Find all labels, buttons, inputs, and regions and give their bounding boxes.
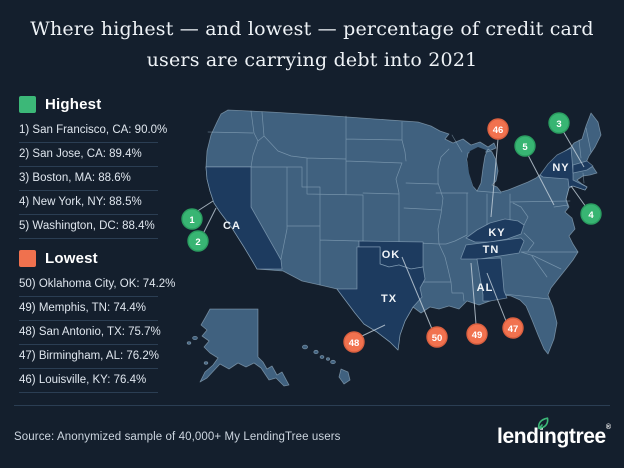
list-item: 3) Boston, MA: 88.6%: [19, 167, 158, 191]
map-marker-46: 46: [487, 118, 509, 218]
svg-text:46: 46: [493, 125, 504, 136]
us-map: CA OK TX AL TN KY NY 1 2 3: [150, 95, 624, 405]
map-marker-50: 50: [401, 256, 448, 348]
state-texas: [336, 246, 426, 351]
map-marker-5: 5: [514, 135, 555, 206]
map-marker-3: 3: [548, 112, 585, 168]
svg-text:47: 47: [508, 324, 519, 335]
leaf-icon: [537, 417, 549, 430]
state-label-ny: NY: [552, 162, 569, 174]
source-note: Source: Anonymized sample of 40,000+ My …: [14, 431, 341, 443]
state-label-ky: KY: [488, 227, 505, 239]
state-alaska: [199, 308, 290, 387]
svg-text:49: 49: [472, 330, 483, 341]
svg-text:48: 48: [349, 338, 360, 349]
hawaii-island: [319, 355, 325, 359]
us-map-svg: CA OK TX AL TN KY NY 1 2 3: [181, 109, 602, 387]
list-item: 48) San Antonio, TX: 75.7%: [19, 321, 161, 345]
state-label-ok: OK: [382, 249, 401, 261]
highest-swatch-icon: [19, 96, 36, 113]
state-label-ca: CA: [223, 220, 241, 232]
list-item: 1) San Francisco, CA: 90.0%: [19, 119, 167, 143]
lake-michigan: [467, 147, 486, 190]
map-marker-47: 47: [486, 272, 524, 339]
legend-highest-header: Highest: [19, 96, 158, 113]
state-label-tn: TN: [483, 244, 500, 256]
svg-text:2: 2: [195, 237, 200, 248]
list-item: 46) Louisville, KY: 76.4%: [19, 369, 158, 393]
state-california: [205, 166, 283, 270]
hawaii-island: [313, 349, 319, 355]
state-alabama: [476, 257, 508, 302]
legend-lowest: Lowest 50) Oklahoma City, OK: 74.2% 49) …: [19, 250, 175, 393]
map-marker-49: 49: [466, 262, 488, 345]
lowest-swatch-icon: [19, 250, 36, 267]
legend-lowest-header: Lowest: [19, 250, 158, 267]
alaska-island: [203, 361, 209, 365]
list-item: 47) Birmingham, AL: 76.2%: [19, 345, 159, 369]
svg-text:5: 5: [522, 142, 528, 153]
map-marker-48: 48: [343, 324, 386, 353]
page-title-line1: Where highest — and lowest — percentage …: [30, 18, 594, 40]
svg-text:50: 50: [432, 333, 443, 344]
legend-highest: Highest 1) San Francisco, CA: 90.0% 2) S…: [19, 96, 167, 239]
svg-text:1: 1: [189, 215, 195, 226]
list-item: 4) New York, NY: 88.5%: [19, 191, 158, 215]
hawaii-island: [325, 357, 330, 361]
hawaii-island: [301, 344, 308, 350]
state-massachusetts: [572, 160, 594, 174]
list-item: 2) San Jose, CA: 89.4%: [19, 143, 158, 167]
state-kentucky: [465, 218, 525, 243]
page-title-line2: users are carrying debt into 2021: [146, 48, 478, 71]
state-borders: [205, 110, 592, 302]
lendingtree-wordmark: lendingtree®: [497, 417, 611, 449]
svg-text:4: 4: [588, 210, 594, 221]
alaska-island: [186, 341, 192, 345]
map-marker-2: 2: [187, 207, 217, 252]
svg-text:3: 3: [556, 119, 561, 130]
map-marker-4: 4: [570, 185, 602, 225]
list-item: 5) Washington, DC: 88.4%: [19, 215, 158, 239]
footer-divider: [14, 405, 610, 406]
alaska-island: [192, 335, 198, 340]
state-label-al: AL: [477, 282, 494, 294]
legend-lowest-title: Lowest: [45, 250, 98, 267]
list-item: 50) Oklahoma City, OK: 74.2%: [19, 273, 175, 297]
hawaii-island: [330, 359, 336, 365]
hawaii-big-island: [338, 368, 351, 385]
state-new-york: [539, 147, 588, 191]
map-marker-1: 1: [181, 200, 214, 230]
page-title: Where highest — and lowest — percentage …: [0, 14, 624, 76]
lendingtree-logo: lendingtree®: [497, 417, 611, 454]
legend-highest-title: Highest: [45, 96, 102, 113]
state-tennessee: [460, 237, 525, 260]
list-item: 49) Memphis, TN: 74.4%: [19, 297, 158, 321]
state-label-tx: TX: [381, 293, 397, 305]
